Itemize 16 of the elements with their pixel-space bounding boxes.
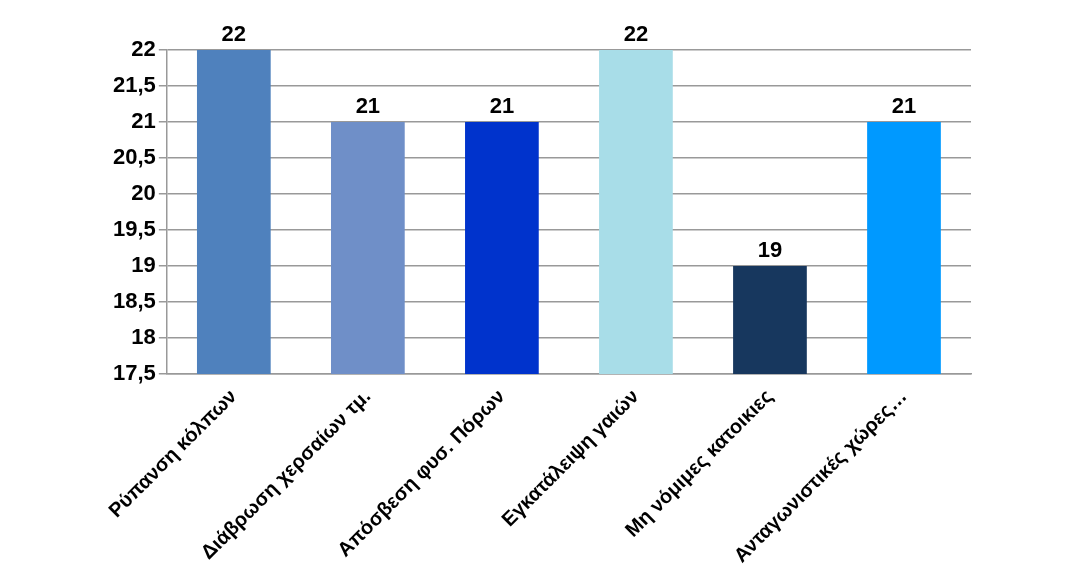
data-label: 21	[489, 93, 515, 119]
data-label: 21	[891, 93, 917, 119]
y-tick-label: 22	[131, 36, 156, 62]
y-tick-label: 19,5	[112, 216, 156, 242]
y-tick-label: 18,5	[112, 288, 156, 314]
y-tick-label: 20	[131, 180, 156, 206]
data-label: 22	[221, 21, 247, 47]
y-tick-label: 20,5	[112, 144, 156, 170]
y-tick-label: 21,5	[112, 72, 156, 98]
y-tick-label: 17,5	[112, 360, 156, 386]
data-label: 19	[757, 237, 783, 263]
y-tick-label: 19	[131, 252, 156, 278]
data-label: 22	[623, 21, 649, 47]
y-tick-label: 18	[131, 324, 156, 350]
data-label: 21	[355, 93, 381, 119]
y-tick-label: 21	[131, 108, 156, 134]
